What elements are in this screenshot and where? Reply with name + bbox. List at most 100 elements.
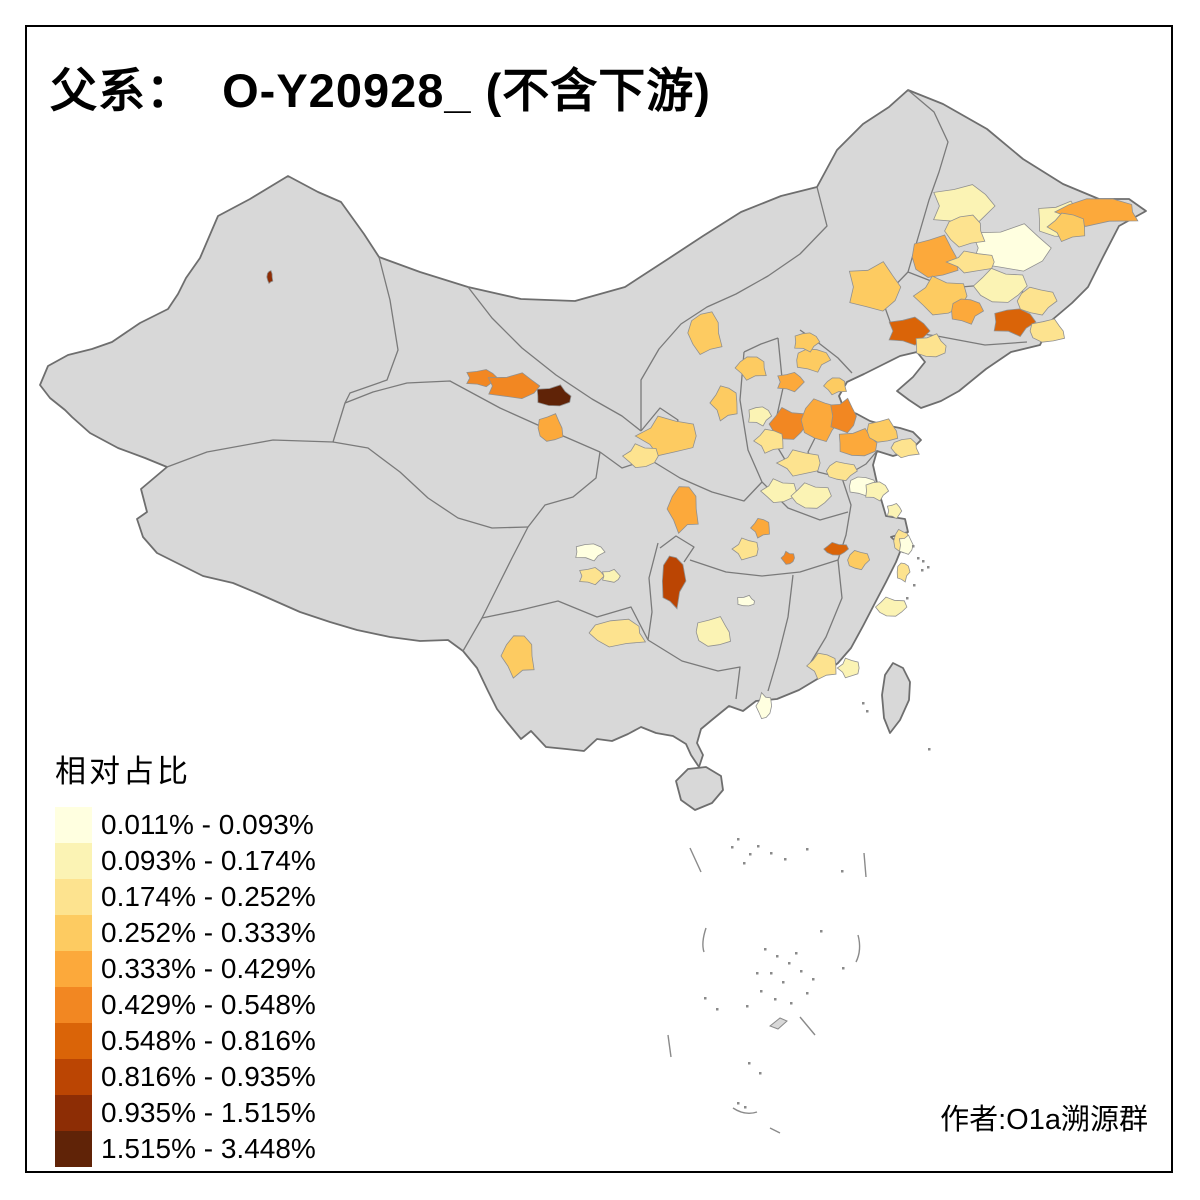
legend: 相对占比 0.011% - 0.093% 0.093% - 0.174% 0.174… [55, 746, 316, 1167]
prefecture-region [768, 406, 808, 440]
island-speck [788, 962, 791, 965]
island-speck [913, 584, 916, 587]
island-speck [704, 997, 707, 1000]
legend-label: 0.011% - 0.093% [101, 809, 314, 840]
prefecture-region [972, 267, 1028, 303]
prefecture-region [848, 261, 902, 312]
legend-label: 0.935% - 1.515% [101, 1097, 316, 1128]
legend-swatch [55, 951, 92, 987]
prefecture-region [800, 398, 842, 442]
island-speck [737, 838, 740, 841]
prefecture-region [823, 541, 850, 556]
prefecture-region [865, 481, 890, 502]
island-speck [806, 992, 809, 995]
island-speck [782, 981, 785, 984]
prefecture-region [898, 534, 914, 555]
legend-label: 0.548% - 0.816% [101, 1025, 316, 1056]
legend-rows: 0.011% - 0.093% 0.093% - 0.174% 0.174% - 0… [55, 807, 316, 1167]
prefecture-region [748, 406, 773, 427]
islet-outline [769, 1017, 788, 1030]
legend-row: 0.011% - 0.093% [55, 807, 316, 843]
legend-row: 0.333% - 0.429% [55, 951, 316, 987]
sea-islands [704, 545, 931, 1109]
island-speck [841, 870, 844, 873]
prefecture-region [993, 308, 1037, 337]
island-speck [757, 845, 760, 848]
prefecture-region [753, 428, 784, 454]
prefecture-region [915, 333, 947, 358]
island-speck [743, 862, 746, 865]
island-speck [842, 967, 845, 970]
prefecture-region [537, 413, 564, 442]
island-speck [749, 853, 752, 856]
island-speck [764, 948, 767, 951]
author-credit: 作者:O1a溯源群 [940, 1104, 1148, 1136]
prefecture-region [536, 384, 572, 407]
island-speck [760, 990, 763, 993]
prefecture-region [830, 397, 857, 434]
island-speck [927, 566, 930, 569]
island-speck [716, 1008, 719, 1011]
legend-row: 0.252% - 0.333% [55, 915, 316, 951]
island-speck [800, 970, 803, 973]
prefecture-region [1016, 286, 1058, 316]
prefecture-region [944, 214, 986, 248]
legend-row: 0.816% - 0.935% [55, 1059, 316, 1095]
island-speck [744, 1106, 747, 1109]
prefecture-region [886, 503, 903, 520]
legend-label: 0.333% - 0.429% [101, 953, 316, 984]
prefecture-region [1029, 318, 1065, 343]
legend-label: 0.093% - 0.174% [101, 845, 316, 876]
prefecture-region [695, 616, 731, 647]
legend-row: 0.093% - 0.174% [55, 843, 316, 879]
island-speck [917, 557, 920, 560]
prefecture-region [621, 443, 659, 469]
legend-label: 0.816% - 0.935% [101, 1061, 316, 1092]
island-speck [921, 569, 924, 572]
prefecture-region [825, 461, 858, 482]
prefecture-region [806, 652, 837, 680]
island-speck [776, 955, 779, 958]
legend-swatch [55, 1095, 92, 1131]
prefecture-region [1046, 212, 1086, 243]
prefecture-region [500, 635, 535, 679]
prefecture-region [836, 657, 860, 679]
prefecture-region [794, 332, 821, 353]
prefecture-region [709, 385, 738, 422]
prefecture-region [731, 537, 759, 561]
hainan-island [675, 766, 724, 811]
legend-swatch [55, 1059, 92, 1095]
island-speck [790, 1002, 793, 1005]
prefecture-region [890, 438, 920, 459]
island-speck [774, 998, 777, 1001]
island-speck [922, 560, 925, 563]
prefecture-region [823, 377, 847, 396]
legend-title: 相对占比 [55, 754, 191, 789]
legend-swatch [55, 807, 92, 843]
legend-row: 0.935% - 1.515% [55, 1095, 316, 1131]
island-speck [746, 1005, 749, 1008]
prefecture-region [737, 594, 755, 607]
prefecture-region [759, 478, 797, 504]
island-speck [812, 978, 815, 981]
island-speck [759, 1072, 762, 1075]
prefecture-region [777, 371, 805, 393]
legend-row: 0.429% - 0.548% [55, 987, 316, 1023]
prefecture-region [896, 562, 911, 583]
legend-swatch [55, 987, 92, 1023]
island-speck [756, 972, 759, 975]
island-speck [912, 545, 915, 548]
prefecture-regions-layer [266, 184, 1139, 720]
legend-row: 0.174% - 0.252% [55, 879, 316, 915]
prefecture-region [266, 270, 274, 285]
island-speck [770, 852, 773, 855]
prefecture-region [666, 486, 699, 535]
legend-swatch [55, 1131, 92, 1167]
page-title: 父系： O-Y20928_ (不含下游) [50, 64, 711, 117]
prefecture-region [734, 356, 767, 381]
prefecture-region [487, 372, 541, 400]
prefecture-region [874, 596, 908, 617]
island-speck [928, 748, 931, 751]
prefecture-region [687, 311, 723, 356]
